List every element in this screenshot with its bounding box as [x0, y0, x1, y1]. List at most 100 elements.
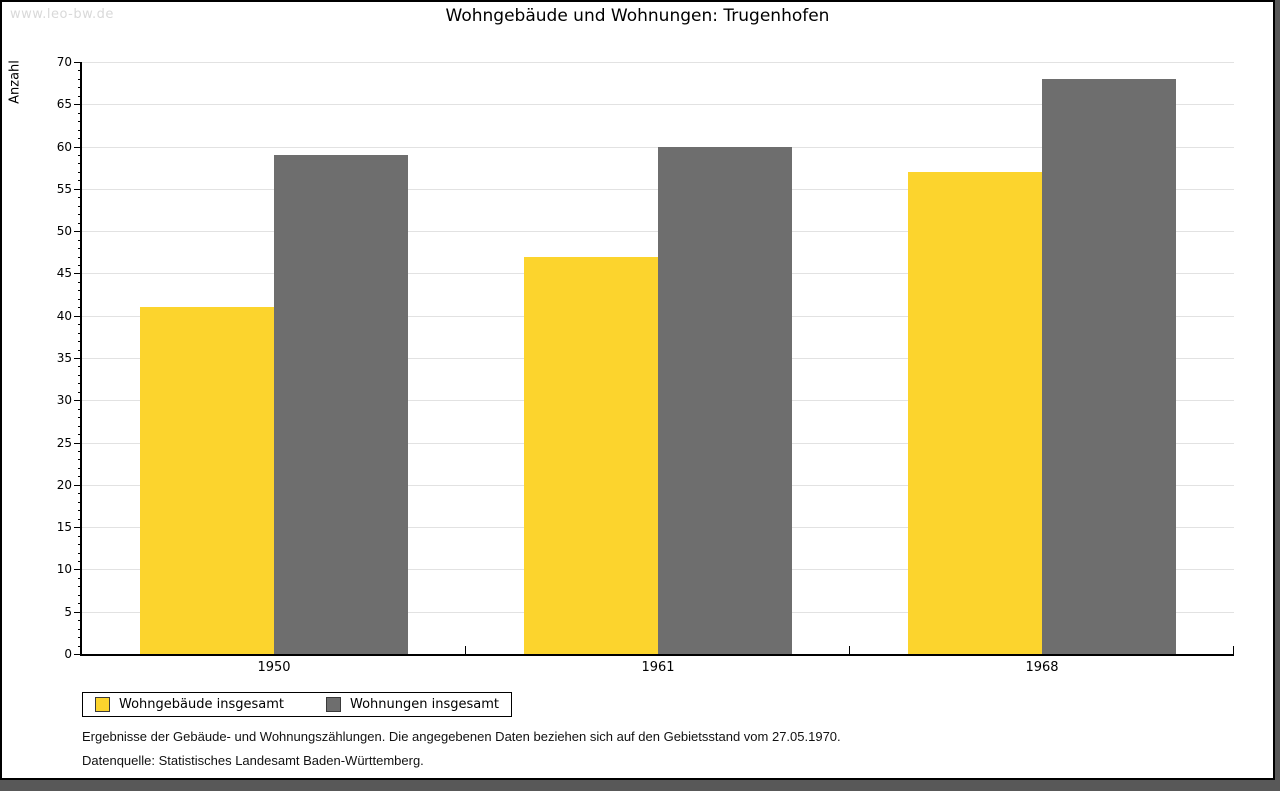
y-minor-tick-6 — [78, 603, 82, 604]
y-minor-tick-19 — [78, 493, 82, 494]
y-major-tick-45 — [74, 273, 82, 274]
y-minor-tick-63 — [78, 121, 82, 122]
y-minor-tick-28 — [78, 417, 82, 418]
y-minor-tick-33 — [78, 375, 82, 376]
y-minor-tick-1 — [78, 646, 82, 647]
y-minor-tick-27 — [78, 426, 82, 427]
y-minor-tick-48 — [78, 248, 82, 249]
y-minor-tick-38 — [78, 333, 82, 334]
y-major-tick-60 — [74, 147, 82, 148]
plot-area — [80, 62, 1234, 656]
y-tick-label-60: 60 — [56, 140, 72, 154]
legend-label-wohnungen: Wohnungen insgesamt — [350, 697, 499, 712]
y-tick-label-55: 55 — [56, 182, 72, 196]
y-minor-tick-66 — [78, 96, 82, 97]
y-minor-tick-23 — [78, 459, 82, 460]
y-minor-tick-13 — [78, 544, 82, 545]
y-minor-tick-62 — [78, 130, 82, 131]
x-tick-1 — [465, 646, 466, 654]
x-tick-label-1950: 1950 — [257, 660, 291, 675]
y-major-tick-0 — [74, 654, 82, 655]
y-minor-tick-49 — [78, 240, 82, 241]
y-minor-tick-2 — [78, 637, 82, 638]
y-minor-tick-42 — [78, 299, 82, 300]
y-minor-tick-14 — [78, 536, 82, 537]
y-minor-tick-22 — [78, 468, 82, 469]
y-minor-tick-24 — [78, 451, 82, 452]
bar-wohnungen-1950 — [274, 155, 408, 654]
y-minor-tick-11 — [78, 561, 82, 562]
y-minor-tick-26 — [78, 434, 82, 435]
y-tick-label-0: 0 — [64, 647, 72, 661]
y-minor-tick-58 — [78, 163, 82, 164]
y-tick-label-20: 20 — [56, 478, 72, 492]
y-major-tick-65 — [74, 104, 82, 105]
x-tick-3 — [1233, 646, 1234, 654]
y-minor-tick-61 — [78, 138, 82, 139]
legend: Wohngebäude insgesamt Wohnungen insgesamt — [82, 692, 512, 717]
legend-swatch-wohngebaeude — [95, 697, 110, 712]
y-minor-tick-51 — [78, 223, 82, 224]
y-minor-tick-12 — [78, 553, 82, 554]
x-tick-label-1961: 1961 — [641, 660, 675, 675]
y-minor-tick-44 — [78, 282, 82, 283]
y-tick-label-25: 25 — [56, 436, 72, 450]
y-minor-tick-43 — [78, 290, 82, 291]
footnote-line-2: Datenquelle: Statistisches Landesamt Bad… — [82, 753, 424, 768]
y-major-tick-10 — [74, 569, 82, 570]
y-minor-tick-57 — [78, 172, 82, 173]
bar-wohngebaeude-1950 — [140, 307, 274, 654]
x-tick-2 — [849, 646, 850, 654]
y-minor-tick-18 — [78, 502, 82, 503]
gridline-y-65 — [82, 104, 1234, 105]
y-minor-tick-37 — [78, 341, 82, 342]
bar-wohnungen-1968 — [1042, 79, 1176, 654]
y-tick-label-15: 15 — [56, 520, 72, 534]
y-minor-tick-52 — [78, 214, 82, 215]
y-minor-tick-53 — [78, 206, 82, 207]
y-minor-tick-29 — [78, 409, 82, 410]
y-axis-title: Anzahl — [7, 60, 23, 104]
y-minor-tick-4 — [78, 620, 82, 621]
y-major-tick-15 — [74, 527, 82, 528]
y-minor-tick-46 — [78, 265, 82, 266]
legend-item-wohngebaeude: Wohngebäude insgesamt — [95, 697, 284, 712]
watermark: www.leo-bw.de — [10, 7, 114, 22]
y-minor-tick-68 — [78, 79, 82, 80]
y-major-tick-20 — [74, 485, 82, 486]
y-tick-label-35: 35 — [56, 351, 72, 365]
chart-title: Wohngebäude und Wohnungen: Trugenhofen — [445, 6, 830, 26]
legend-label-wohngebaeude: Wohngebäude insgesamt — [119, 697, 284, 712]
y-tick-label-40: 40 — [56, 309, 72, 323]
y-major-tick-25 — [74, 443, 82, 444]
x-tick-label-1968: 1968 — [1025, 660, 1059, 675]
y-minor-tick-64 — [78, 113, 82, 114]
footnote-line-1: Ergebnisse der Gebäude- und Wohnungszähl… — [82, 729, 841, 744]
y-tick-label-10: 10 — [56, 562, 72, 576]
y-minor-tick-54 — [78, 197, 82, 198]
y-major-tick-30 — [74, 400, 82, 401]
bar-wohngebaeude-1968 — [908, 172, 1042, 654]
y-minor-tick-9 — [78, 578, 82, 579]
bar-wohnungen-1961 — [658, 147, 792, 654]
y-minor-tick-69 — [78, 70, 82, 71]
y-minor-tick-21 — [78, 476, 82, 477]
y-minor-tick-59 — [78, 155, 82, 156]
y-major-tick-35 — [74, 358, 82, 359]
y-tick-label-70: 70 — [56, 55, 72, 69]
y-major-tick-50 — [74, 231, 82, 232]
gridline-y-70 — [82, 62, 1234, 63]
legend-swatch-wohnungen — [326, 697, 341, 712]
y-tick-label-5: 5 — [64, 605, 72, 619]
y-minor-tick-67 — [78, 87, 82, 88]
y-minor-tick-16 — [78, 519, 82, 520]
y-minor-tick-56 — [78, 180, 82, 181]
y-tick-label-45: 45 — [56, 266, 72, 280]
y-minor-tick-36 — [78, 350, 82, 351]
y-minor-tick-39 — [78, 324, 82, 325]
bar-wohngebaeude-1961 — [524, 257, 658, 654]
y-minor-tick-34 — [78, 366, 82, 367]
y-minor-tick-17 — [78, 510, 82, 511]
y-minor-tick-31 — [78, 392, 82, 393]
